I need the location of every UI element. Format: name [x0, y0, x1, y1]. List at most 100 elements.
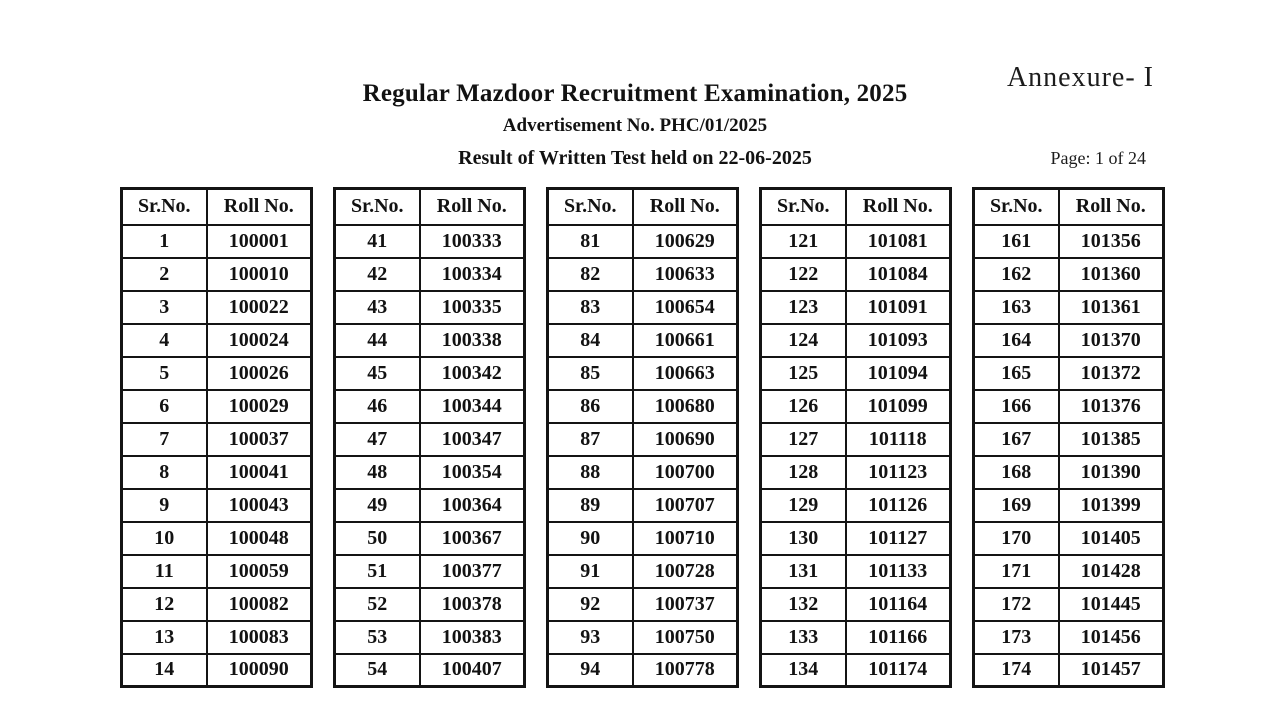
table-row: 88 100700 — [546, 454, 739, 490]
table-row: 49 100364 — [333, 487, 526, 523]
roll-no-cell: 101093 — [844, 322, 952, 358]
roll-no-header: Roll No. — [1057, 187, 1165, 226]
roll-no-cell: 101127 — [844, 520, 952, 556]
roll-no-cell: 100690 — [631, 421, 739, 457]
roll-no-header: Roll No. — [418, 187, 526, 226]
roll-no-cell: 100407 — [418, 652, 526, 688]
table-row: 12 100082 — [120, 586, 313, 622]
table-row: 127 101118 — [759, 421, 952, 457]
sr-no-cell: 130 — [759, 520, 847, 556]
roll-no-cell: 100043 — [205, 487, 313, 523]
roll-no-cell: 100347 — [418, 421, 526, 457]
roll-no-cell: 100010 — [205, 256, 313, 292]
table-row: 5 100026 — [120, 355, 313, 391]
table-row: 162 101360 — [972, 256, 1165, 292]
table-row: 10 100048 — [120, 520, 313, 556]
roll-no-cell: 100710 — [631, 520, 739, 556]
roll-no-cell: 101118 — [844, 421, 952, 457]
sr-no-cell: 93 — [546, 619, 634, 655]
table-header-row: Sr.No. Roll No. — [759, 187, 952, 226]
roll-no-cell: 100354 — [418, 454, 526, 490]
sr-no-cell: 46 — [333, 388, 421, 424]
roll-no-cell: 101376 — [1057, 388, 1165, 424]
table-row: 134 101174 — [759, 652, 952, 688]
sr-no-cell: 2 — [120, 256, 208, 292]
result-table-1: Sr.No. Roll No. 1 100001 2 100010 3 100022 4 1000… — [120, 187, 313, 688]
table-row: 81 100629 — [546, 223, 739, 259]
sr-no-cell: 173 — [972, 619, 1060, 655]
document-header: Regular Mazdoor Recruitment Examination,… — [120, 80, 1150, 170]
roll-no-cell: 100083 — [205, 619, 313, 655]
result-line: Result of Written Test held on 22-06-202… — [458, 147, 812, 169]
roll-no-cell: 101405 — [1057, 520, 1165, 556]
sr-no-cell: 84 — [546, 322, 634, 358]
table-row: 90 100710 — [546, 520, 739, 556]
sr-no-cell: 12 — [120, 586, 208, 622]
table-row: 14 100090 — [120, 652, 313, 688]
table-row: 45 100342 — [333, 355, 526, 391]
roll-no-cell: 100001 — [205, 223, 313, 259]
roll-no-cell: 100334 — [418, 256, 526, 292]
sr-no-cell: 51 — [333, 553, 421, 589]
sr-no-cell: 48 — [333, 454, 421, 490]
table-row: 164 101370 — [972, 322, 1165, 358]
table-row: 174 101457 — [972, 652, 1165, 688]
sr-no-cell: 165 — [972, 355, 1060, 391]
roll-no-cell: 100338 — [418, 322, 526, 358]
table-row: 42 100334 — [333, 256, 526, 292]
table-row: 165 101372 — [972, 355, 1165, 391]
roll-no-cell: 100778 — [631, 652, 739, 688]
sr-no-cell: 11 — [120, 553, 208, 589]
sr-no-cell: 174 — [972, 652, 1060, 688]
roll-no-cell: 101361 — [1057, 289, 1165, 325]
table-row: 8 100041 — [120, 454, 313, 490]
sr-no-cell: 89 — [546, 487, 634, 523]
result-table-2: Sr.No. Roll No. 41 100333 42 100334 43 100335 44… — [333, 187, 526, 688]
sr-no-cell: 45 — [333, 355, 421, 391]
roll-no-cell: 101094 — [844, 355, 952, 391]
roll-no-cell: 100048 — [205, 520, 313, 556]
sr-no-cell: 125 — [759, 355, 847, 391]
table-row: 7 100037 — [120, 421, 313, 457]
table-row: 84 100661 — [546, 322, 739, 358]
table-row: 13 100083 — [120, 619, 313, 655]
sr-no-cell: 94 — [546, 652, 634, 688]
table-header-row: Sr.No. Roll No. — [972, 187, 1165, 226]
roll-no-cell: 100059 — [205, 553, 313, 589]
table-row: 132 101164 — [759, 586, 952, 622]
roll-no-cell: 101123 — [844, 454, 952, 490]
sr-no-cell: 82 — [546, 256, 634, 292]
roll-no-cell: 101084 — [844, 256, 952, 292]
sr-no-cell: 1 — [120, 223, 208, 259]
table-row: 11 100059 — [120, 553, 313, 589]
table-row: 54 100407 — [333, 652, 526, 688]
table-row: 6 100029 — [120, 388, 313, 424]
sr-no-cell: 14 — [120, 652, 208, 688]
result-table-3: Sr.No. Roll No. 81 100629 82 100633 83 100654 84… — [546, 187, 739, 688]
sr-no-cell: 122 — [759, 256, 847, 292]
table-row: 50 100367 — [333, 520, 526, 556]
table-header-row: Sr.No. Roll No. — [333, 187, 526, 226]
sr-no-cell: 8 — [120, 454, 208, 490]
roll-no-cell: 101360 — [1057, 256, 1165, 292]
sr-no-cell: 161 — [972, 223, 1060, 259]
table-row: 94 100778 — [546, 652, 739, 688]
sr-no-cell: 86 — [546, 388, 634, 424]
sr-no-cell: 170 — [972, 520, 1060, 556]
roll-no-cell: 100024 — [205, 322, 313, 358]
sr-no-cell: 42 — [333, 256, 421, 292]
table-row: 168 101390 — [972, 454, 1165, 490]
sr-no-cell: 124 — [759, 322, 847, 358]
sr-no-cell: 169 — [972, 487, 1060, 523]
page-title: Regular Mazdoor Recruitment Examination,… — [362, 80, 908, 107]
roll-no-cell: 100029 — [205, 388, 313, 424]
sr-no-cell: 43 — [333, 289, 421, 325]
roll-no-cell: 100090 — [205, 652, 313, 688]
sr-no-cell: 127 — [759, 421, 847, 457]
sr-no-cell: 172 — [972, 586, 1060, 622]
roll-no-cell: 100344 — [418, 388, 526, 424]
table-row: 123 101091 — [759, 289, 952, 325]
roll-no-cell: 100728 — [631, 553, 739, 589]
sr-no-cell: 53 — [333, 619, 421, 655]
roll-no-cell: 100750 — [631, 619, 739, 655]
